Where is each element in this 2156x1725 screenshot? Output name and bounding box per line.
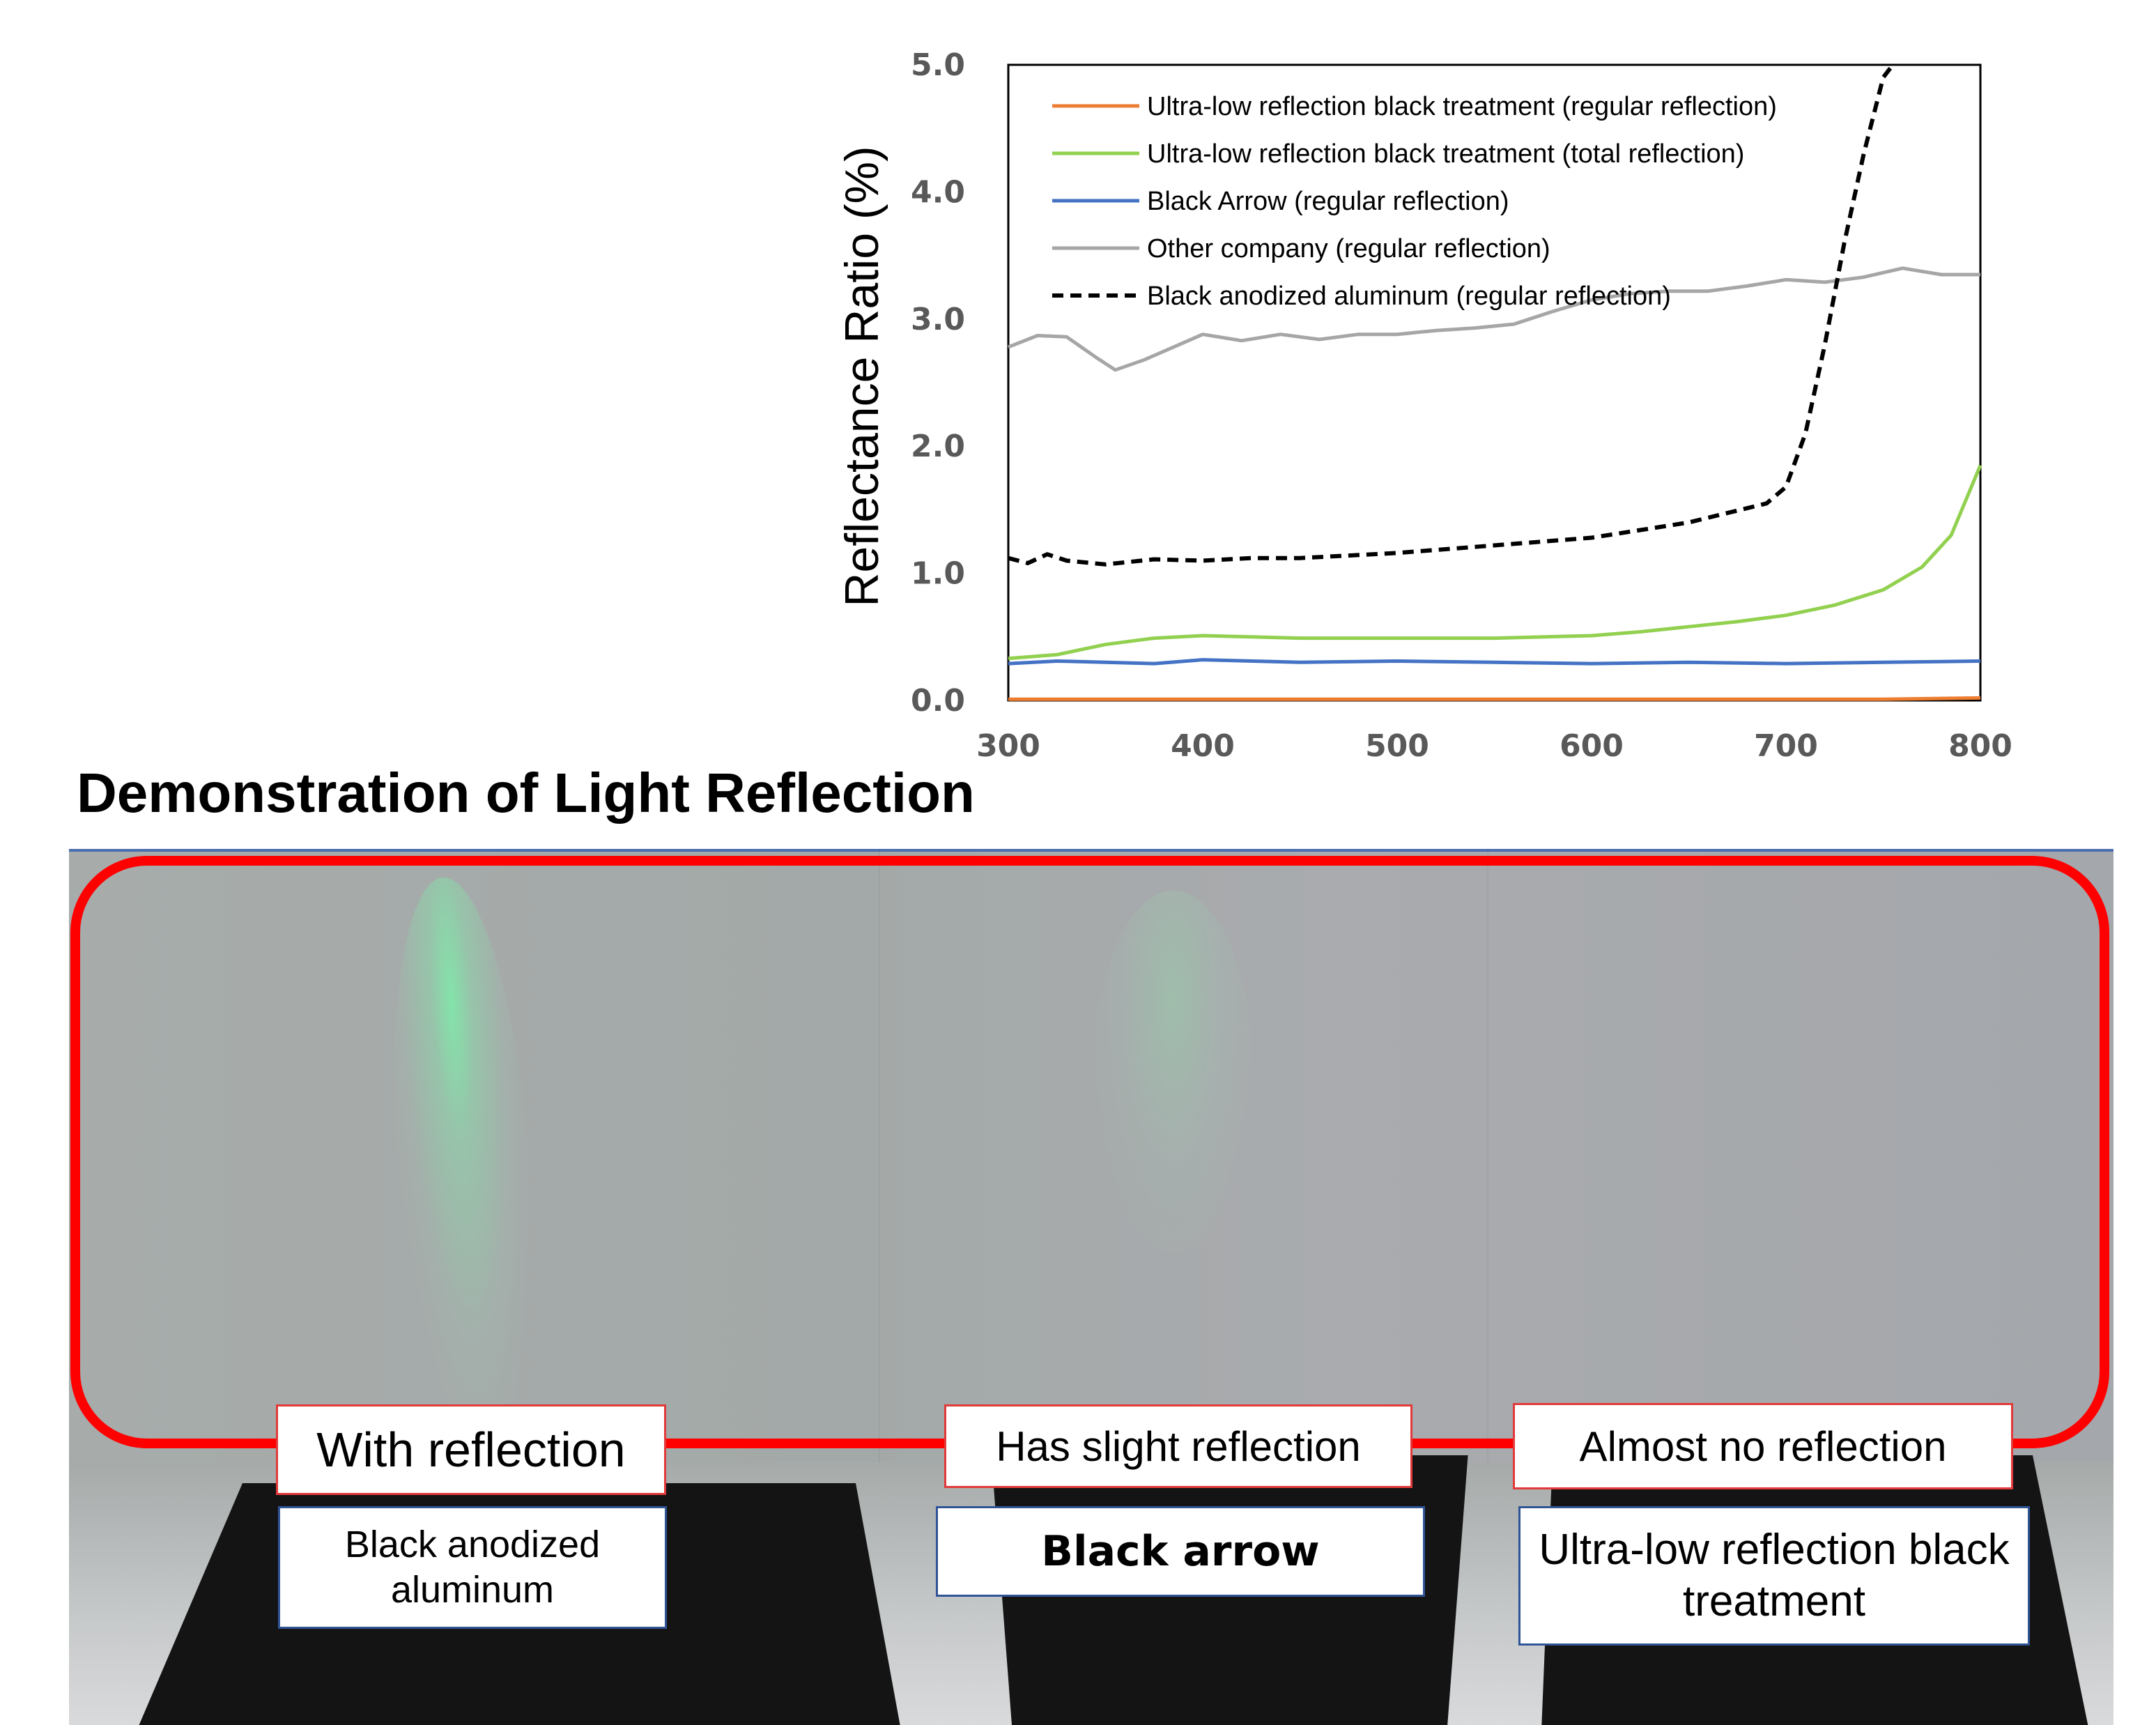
legend-label-5: Black anodized aluminum (regular reflect… [1147, 282, 1671, 311]
panel-divider-1 [879, 849, 880, 1490]
y-tick-label: 0.0 [911, 683, 965, 719]
legend-label-1: Ultra-low reflection black treatment (re… [1147, 92, 1777, 121]
x-tick-label: 800 [1948, 728, 2012, 764]
y-tick-label: 1.0 [911, 556, 965, 592]
x-tick-label: 300 [976, 728, 1040, 764]
slight-reflection-beam [1093, 891, 1254, 1253]
x-tick-labels: 300 400 500 600 700 800 [976, 728, 2012, 764]
y-tick-labels: 0.0 1.0 2.0 3.0 4.0 5.0 [911, 47, 965, 719]
reflection-demo-photo: With reflection Has slight reflection Al… [69, 849, 2113, 1725]
series-line-3 [1008, 658, 1981, 666]
series-line-4 [1008, 266, 1980, 372]
y-tick-label: 5.0 [911, 47, 965, 83]
material-label-2: Black arrow [936, 1506, 1425, 1597]
reflectance-chart: 0.0 1.0 2.0 3.0 4.0 5.0 300 400 500 600 700 800 Re… [836, 47, 2012, 764]
legend-label-4: Other company (regular reflection) [1147, 234, 1550, 263]
panel-divider-2 [1487, 849, 1488, 1490]
x-tick-label: 500 [1365, 728, 1429, 764]
reflection-label-3: Almost no reflection [1513, 1403, 2013, 1489]
legend-label-2: Ultra-low reflection black treatment (to… [1147, 139, 1744, 169]
y-tick-label: 3.0 [911, 302, 965, 337]
y-tick-label: 4.0 [911, 174, 965, 210]
material-label-3: Ultra-low reflection black treatment [1518, 1506, 2030, 1646]
reflection-label-2: Has slight reflection [944, 1404, 1412, 1488]
plot-area [1007, 63, 1982, 702]
photo-top-border [69, 849, 2113, 852]
material-label-1: Black anodized aluminum [278, 1506, 667, 1629]
y-tick-label: 2.0 [911, 429, 965, 464]
x-tick-label: 700 [1754, 728, 1818, 764]
highlight-frame [70, 856, 2109, 1448]
demo-title: Demonstration of Light Reflection [77, 762, 975, 824]
reflection-label-1: With reflection [276, 1404, 666, 1495]
legend-label-3: Black Arrow (regular reflection) [1147, 187, 1509, 216]
y-axis-label: Reflectance Ratio (%) [836, 146, 888, 606]
series-line-1 [1008, 696, 1981, 701]
series-line-5 [1008, 63, 1895, 567]
x-tick-label: 400 [1171, 728, 1235, 764]
series-line-2 [1008, 464, 1982, 661]
legend: Ultra-low reflection black treatment (re… [1052, 92, 1777, 311]
x-tick-label: 600 [1560, 728, 1624, 764]
series-lines [1008, 63, 1982, 701]
